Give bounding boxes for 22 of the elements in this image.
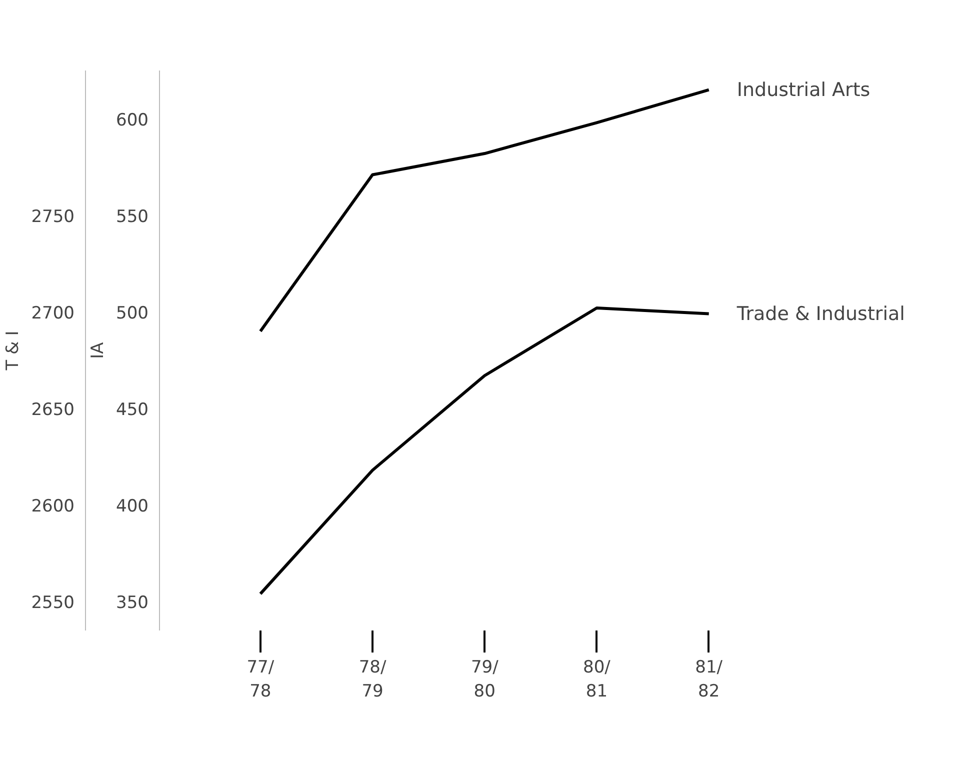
y-axis-title: IA xyxy=(88,342,108,359)
x-tick-label: 79/ 80 xyxy=(470,658,499,702)
y-tick-label: 350 xyxy=(116,593,149,614)
y2-tick-label: 2600 xyxy=(31,496,74,516)
series-label: Industrial Arts xyxy=(736,78,870,101)
y-tick-label: 550 xyxy=(116,206,149,227)
y2-tick-label: 2550 xyxy=(31,593,74,614)
y-tick-label: 450 xyxy=(116,400,149,420)
y2-tick-label: 2750 xyxy=(31,206,74,227)
x-tick-label: 80/ 81 xyxy=(583,658,611,702)
y2-axis-title: T & I xyxy=(3,330,24,372)
y2-tick-label: 2700 xyxy=(31,303,74,324)
y-tick-label: 600 xyxy=(116,110,149,130)
x-tick-label: 81/ 82 xyxy=(695,658,723,702)
series-label: Trade & Industrial xyxy=(736,302,905,325)
line-series xyxy=(258,306,710,596)
y-tick-label: 400 xyxy=(116,496,149,516)
y2-tick-label: 2650 xyxy=(31,400,74,420)
line-series xyxy=(258,88,710,333)
x-tick-label: 77/ 78 xyxy=(246,658,274,702)
y-tick-label: 500 xyxy=(116,303,149,324)
x-tick-label: 78/ 79 xyxy=(358,658,386,702)
